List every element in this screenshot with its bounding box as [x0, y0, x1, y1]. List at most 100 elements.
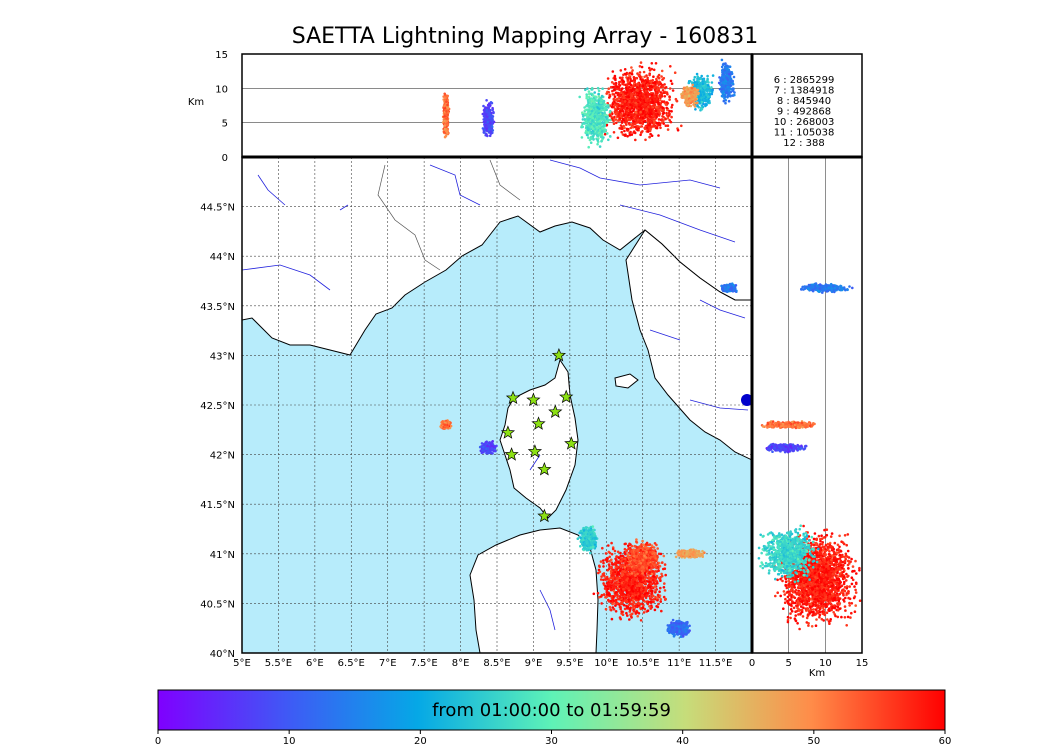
lightning-source — [592, 528, 595, 532]
lightning-source — [654, 557, 657, 560]
lightning-source — [490, 446, 494, 450]
lightning-source — [721, 286, 724, 290]
lightning-source — [628, 578, 632, 582]
lightning-source — [623, 575, 626, 579]
lightning-source — [668, 98, 671, 101]
lightning-source — [642, 586, 645, 590]
lightning-source — [586, 546, 590, 549]
lightning-source — [655, 574, 659, 578]
lightning-source — [628, 608, 632, 611]
lightning-source — [634, 596, 638, 599]
lightning-source — [660, 69, 664, 73]
lightning-source — [701, 552, 704, 556]
corsica — [499, 358, 579, 519]
lightning-source — [619, 551, 622, 555]
lightning-source — [631, 125, 635, 129]
lightning-source — [665, 111, 668, 115]
lightning-source — [635, 591, 638, 595]
lightning-source — [660, 75, 663, 78]
lightning-source — [621, 593, 625, 596]
lightning-source — [633, 122, 636, 125]
lightning-source — [684, 630, 687, 633]
lightning-source — [631, 69, 634, 72]
lightning-source — [648, 73, 651, 77]
lightning-source — [610, 541, 613, 545]
lightning-source — [652, 563, 656, 566]
lightning-source — [617, 571, 620, 574]
lightning-source — [698, 552, 702, 555]
lightning-source — [626, 593, 630, 597]
lightning-source — [627, 544, 630, 548]
lightning-source — [622, 587, 625, 591]
lightning-source — [667, 111, 671, 115]
lightning-source — [625, 561, 629, 565]
lightning-source — [612, 589, 616, 593]
lightning-source — [630, 544, 634, 548]
lightning-source — [671, 623, 674, 627]
lightning-source — [478, 445, 482, 449]
lightning-source — [610, 561, 614, 564]
lightning-source — [608, 592, 611, 595]
lightning-source — [666, 624, 670, 627]
lightning-source — [609, 565, 612, 569]
lightning-source — [635, 561, 638, 565]
lightning-source — [491, 440, 495, 443]
lightning-source — [644, 556, 648, 559]
lightning-source — [654, 591, 657, 594]
lightning-source — [635, 540, 638, 543]
lightning-source — [613, 549, 617, 553]
lightning-source — [615, 555, 618, 558]
lma-stations — [500, 347, 579, 523]
lightning-source — [594, 541, 598, 544]
lightning-source — [612, 131, 616, 134]
lightning-source — [626, 77, 629, 81]
lightning-source — [593, 534, 597, 537]
lightning-source — [676, 628, 679, 631]
lightning-source — [617, 560, 620, 563]
lightning-source — [596, 591, 600, 595]
lightning-source — [441, 420, 445, 424]
lightning-source — [644, 546, 647, 549]
lon-alt-gridlines — [242, 88, 752, 123]
lightning-source — [617, 556, 621, 559]
lightning-source — [620, 581, 624, 585]
lightning-source — [625, 599, 629, 602]
lightning-source — [621, 554, 624, 558]
lightning-source — [582, 538, 585, 542]
lightning-source — [660, 574, 664, 578]
lightning-source — [481, 449, 484, 452]
lightning-source — [637, 612, 641, 615]
lightning-source — [639, 619, 643, 622]
lightning-source — [654, 565, 658, 568]
lightning-source — [640, 65, 644, 69]
lightning-source — [645, 74, 648, 77]
lightning-source — [614, 582, 617, 585]
lightning-source — [634, 574, 637, 577]
lightning-source — [637, 564, 641, 567]
lightning-source — [659, 95, 662, 98]
lightning-source — [655, 596, 659, 600]
lightning-source — [585, 528, 588, 532]
lightning-source — [602, 559, 605, 562]
lightning-source — [653, 554, 657, 558]
lightning-source — [642, 543, 645, 546]
lightning-source — [685, 626, 688, 630]
lightning-source — [607, 599, 611, 603]
lightning-source — [636, 614, 639, 618]
lightning-source — [666, 628, 670, 631]
lightning-source — [612, 122, 616, 125]
lightning-source — [644, 592, 647, 595]
country-borders — [377, 159, 521, 271]
lightning-source — [671, 103, 674, 107]
lightning-source — [482, 445, 485, 449]
lightning-source — [670, 115, 673, 119]
lightning-source — [633, 580, 637, 584]
lightning-source — [646, 580, 649, 583]
station-star — [531, 416, 546, 430]
lightning-source — [618, 576, 622, 580]
lightning-source — [627, 596, 630, 599]
lightning-source — [659, 600, 662, 603]
lightning-source — [653, 542, 657, 545]
station-star — [537, 462, 552, 476]
lightning-source — [666, 108, 669, 112]
